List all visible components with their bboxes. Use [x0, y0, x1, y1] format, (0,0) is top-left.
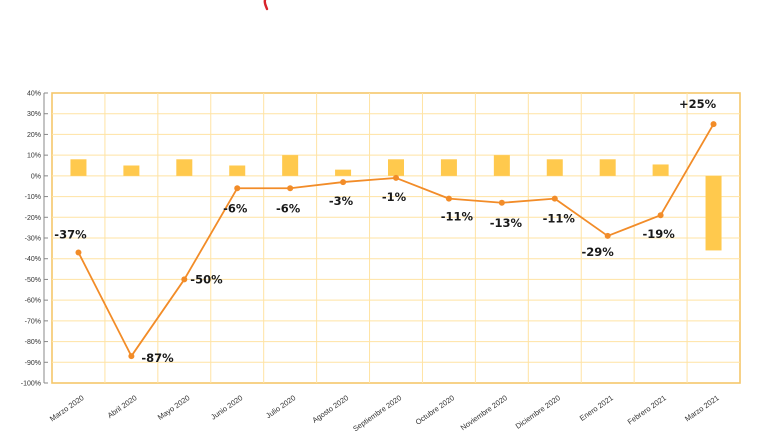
x-tick-label: Diciembre 2020 [514, 393, 562, 431]
y-tick-label: 10% [27, 153, 41, 160]
line-point [234, 185, 241, 192]
bar [705, 175, 722, 251]
x-tick-label: Junio 2020 [209, 393, 244, 421]
data-label: -1% [382, 190, 407, 204]
line-point [498, 199, 505, 206]
y-tick-label: -50% [25, 277, 41, 284]
line-point [445, 195, 452, 202]
line-point [287, 185, 294, 192]
x-axis: Marzo 2020 Abril 2020 Mayo 2020 Junio 2020 J… [48, 393, 721, 433]
x-tick-label: Febrero 2021 [626, 393, 668, 426]
y-tick-label: -60% [25, 298, 41, 305]
y-tick-label: -20% [25, 215, 41, 222]
line-point [657, 212, 664, 219]
y-tick-label: -90% [25, 360, 41, 367]
y-tick-label: -80% [25, 339, 41, 346]
data-label: -6% [223, 201, 248, 215]
x-tick-label: Agosto 2020 [311, 393, 351, 425]
bar [388, 159, 404, 176]
x-tick-label: Octubre 2020 [414, 393, 456, 426]
line-point [393, 174, 399, 181]
bar [599, 159, 616, 176]
line-point [551, 195, 558, 202]
data-label: -50% [190, 272, 223, 286]
y-tick-label: 30% [27, 111, 41, 118]
data-label: -11% [441, 210, 474, 224]
y-tick-label: -30% [25, 236, 41, 243]
line-point [75, 249, 82, 256]
y-tick-label: -10% [25, 194, 41, 201]
gridlines [43, 92, 741, 384]
x-tick-label: Mayo 2020 [156, 393, 192, 422]
y-tick-label: -70% [25, 318, 41, 325]
line-series: -37% -87% -50% -6% -6% -3% -1% -11% -13% -11% -29%… [54, 97, 716, 365]
line-point [181, 276, 188, 283]
x-tick-label: Abril 2020 [106, 393, 139, 420]
data-label: -37% [54, 228, 87, 242]
bar [546, 159, 563, 176]
x-tick-label: Marzo 2021 [683, 393, 721, 423]
data-label: -11% [543, 212, 576, 226]
line-point [128, 353, 135, 360]
data-label: +25% [679, 97, 717, 111]
y-tick-label: -40% [25, 256, 41, 263]
data-label: -19% [642, 227, 675, 241]
bar [70, 159, 87, 176]
data-label: -3% [329, 194, 354, 208]
x-tick-label: Noviembre 2020 [459, 393, 509, 432]
data-label: -13% [490, 216, 523, 230]
x-tick-label: Julio 2020 [264, 393, 297, 420]
bar [229, 165, 246, 176]
data-label: -29% [582, 245, 615, 259]
bar [123, 165, 140, 176]
y-tick-label: 40% [27, 91, 41, 98]
y-axis: 40% 30% 20% 10% 0% -10% -20% -30% -40% -50% -60% -7… [21, 91, 48, 388]
bar [652, 164, 669, 176]
y-tick-label: -100% [21, 381, 41, 388]
y-tick-label: 20% [27, 132, 41, 139]
x-tick-label: Enero 2021 [578, 393, 615, 423]
x-tick-label: Septiembre 2020 [351, 393, 403, 433]
line-point [340, 179, 347, 186]
line-point [604, 232, 611, 239]
bar-series [70, 155, 722, 251]
bar [176, 159, 193, 176]
x-tick-label: Marzo 2020 [48, 393, 86, 423]
red-brush-mark [263, 0, 269, 11]
data-label: -87% [141, 351, 174, 365]
bar [335, 169, 352, 176]
data-label: -6% [276, 201, 301, 215]
bar [440, 159, 457, 176]
bar [282, 155, 299, 176]
y-tick-label: 0% [31, 173, 41, 180]
line-point [710, 121, 717, 128]
bar [493, 155, 510, 176]
